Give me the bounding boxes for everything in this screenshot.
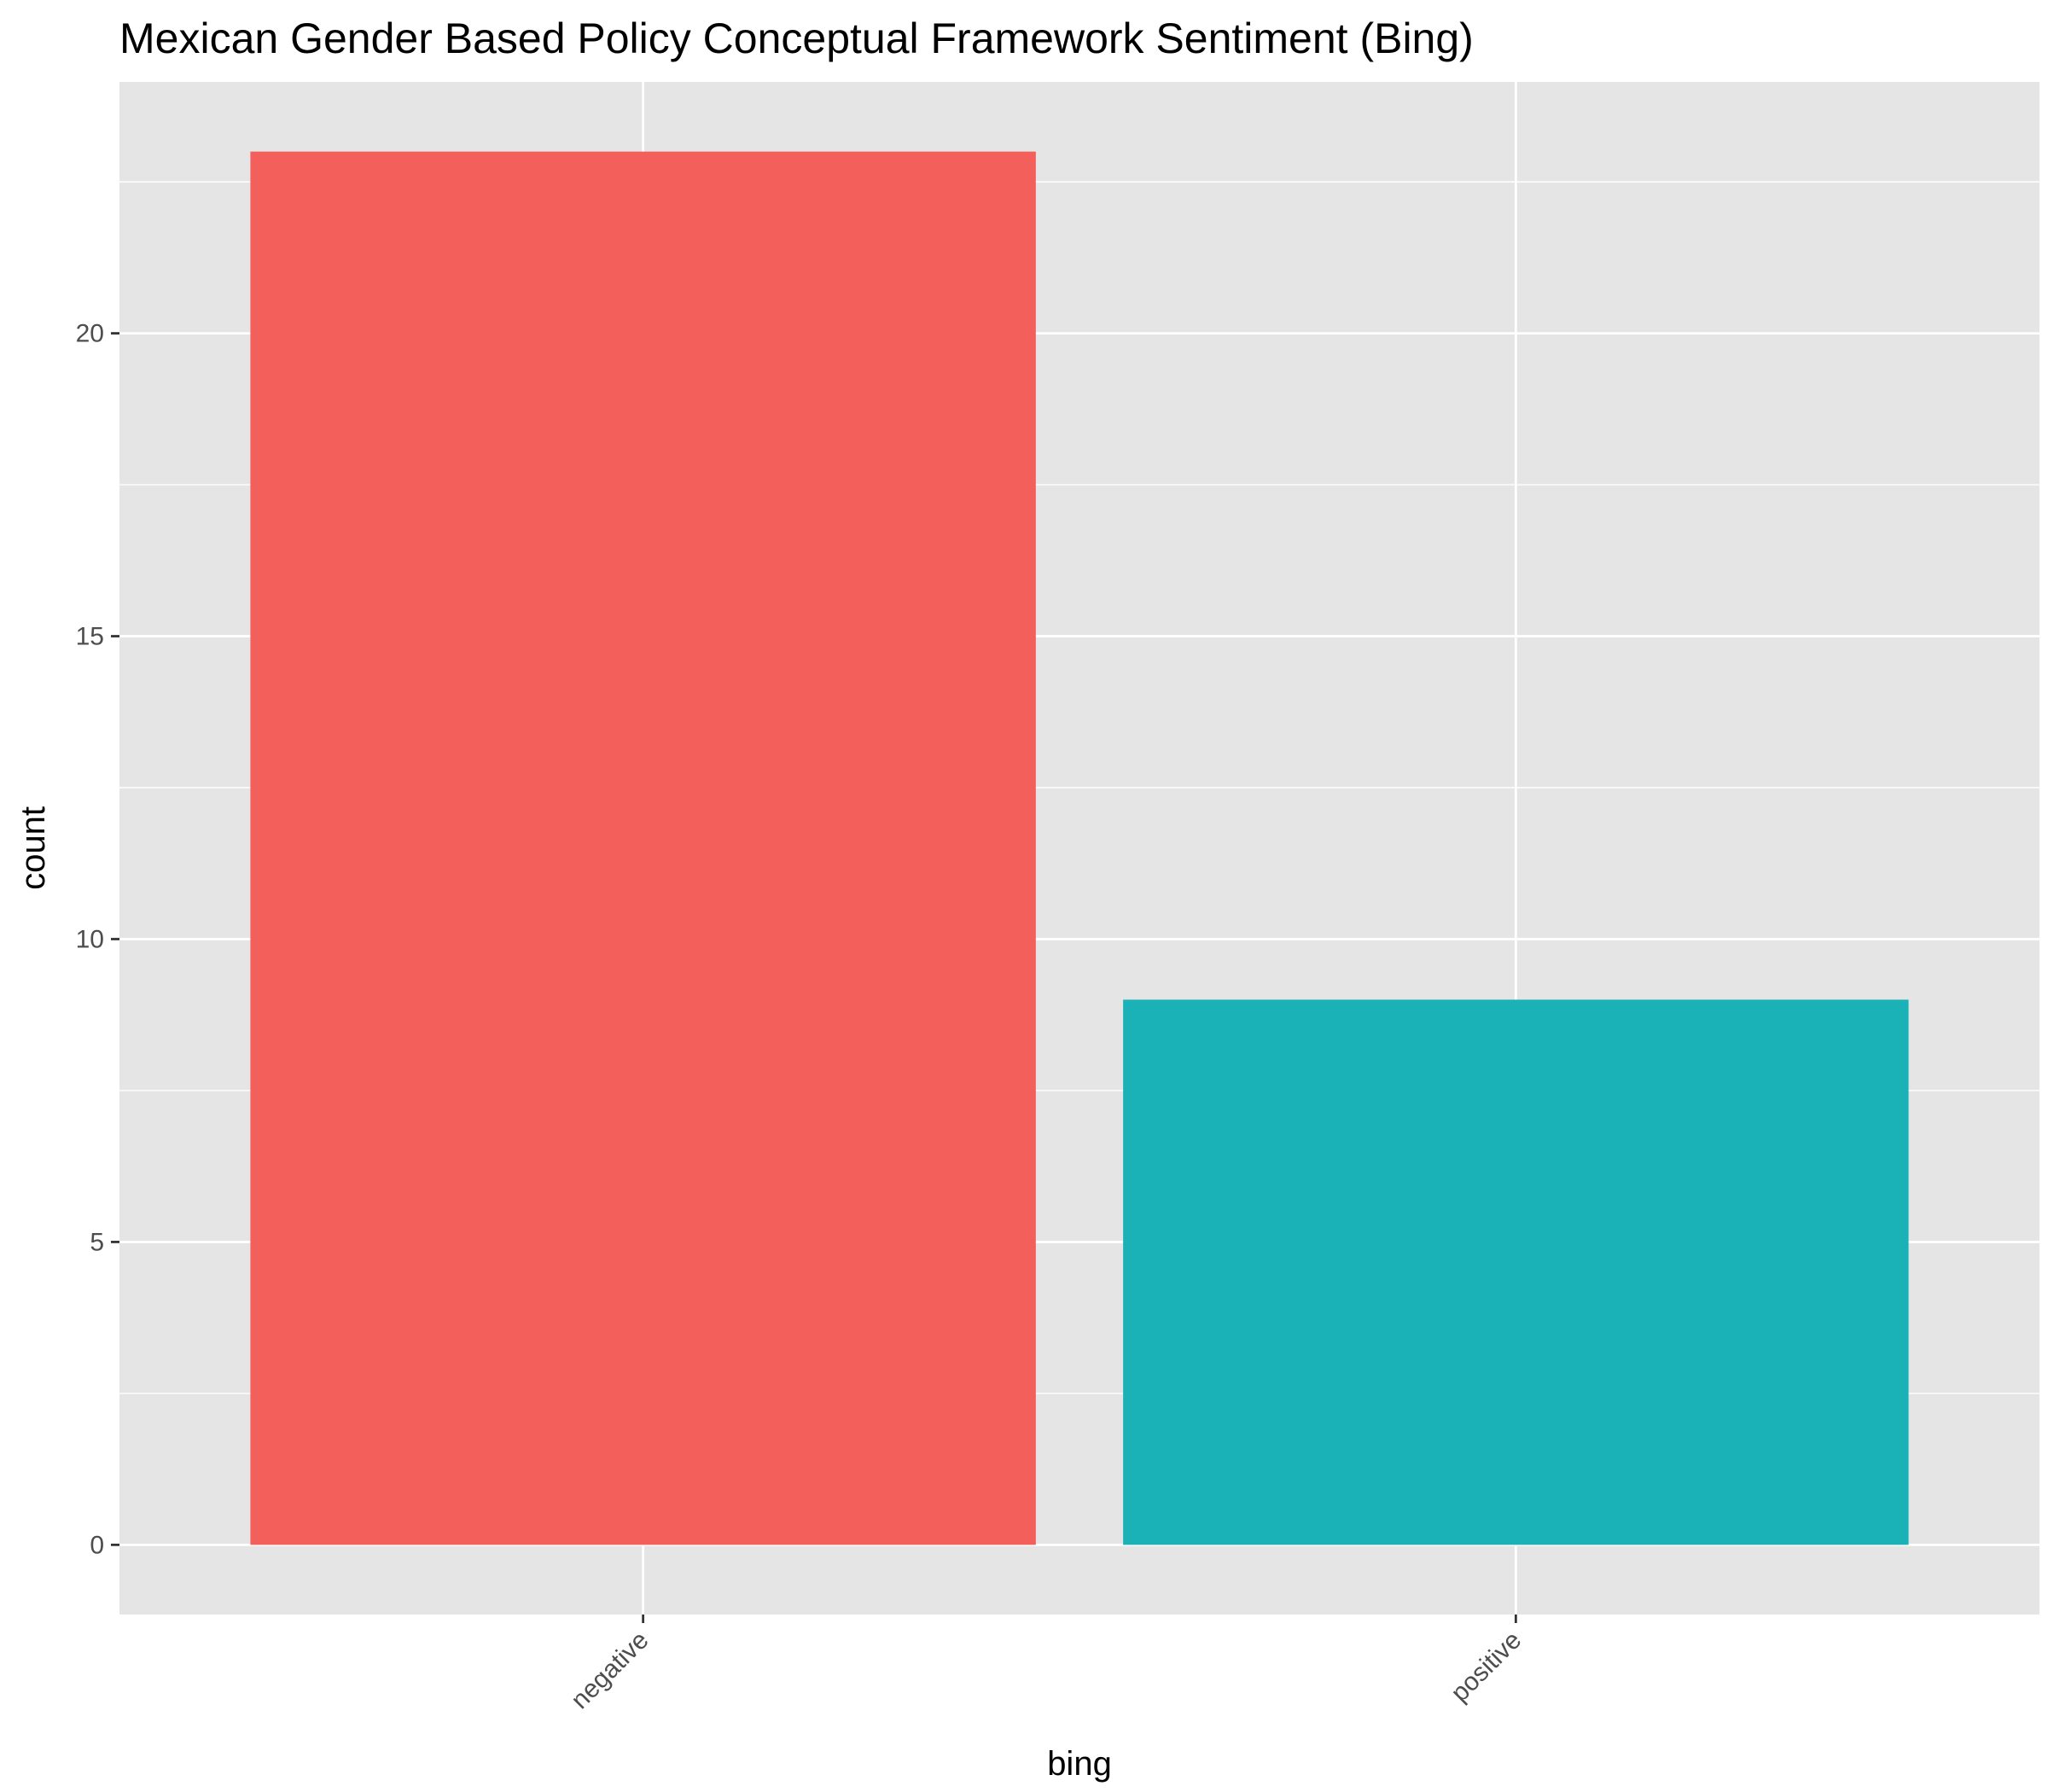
bar-positive xyxy=(1123,999,1909,1545)
chart-title: Mexican Gender Based Policy Conceptual F… xyxy=(119,15,1474,62)
y-axis-title: count xyxy=(15,806,52,890)
bars xyxy=(250,151,1909,1545)
y-tick-label: 10 xyxy=(76,925,104,953)
bar-negative xyxy=(250,151,1036,1545)
y-tick-label: 20 xyxy=(76,320,104,348)
x-tick-label-negative: negative xyxy=(566,1626,655,1715)
y-tick-label: 15 xyxy=(76,623,104,651)
y-tick-label: 0 xyxy=(90,1531,104,1559)
x-tick-label-positive: positive xyxy=(1446,1626,1527,1708)
y-tick-label: 5 xyxy=(90,1228,104,1256)
x-axis-title: bing xyxy=(1047,1745,1112,1783)
